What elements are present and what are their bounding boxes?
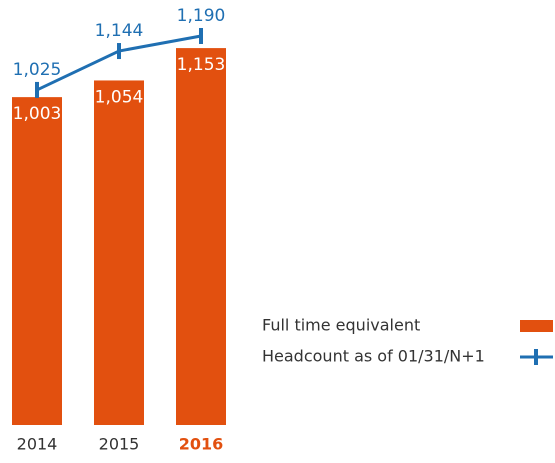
line-value-label: 1,190 <box>177 6 226 26</box>
bar-value-label: 1,153 <box>177 55 226 75</box>
bar-value-label: 1,054 <box>95 87 144 107</box>
bar <box>12 97 62 425</box>
line-value-label: 1,144 <box>95 21 144 41</box>
bar <box>176 48 226 425</box>
legend-swatch <box>520 320 553 332</box>
bar-value-label: 1,003 <box>13 104 62 124</box>
line-value-label: 1,025 <box>13 60 62 80</box>
x-tick-label: 2016 <box>179 435 224 454</box>
legend-label: Full time equivalent <box>262 316 420 335</box>
bar <box>94 80 144 425</box>
x-tick-label: 2014 <box>17 435 58 454</box>
legend-label: Headcount as of 01/31/N+1 <box>262 347 485 366</box>
x-tick-label: 2015 <box>99 435 140 454</box>
